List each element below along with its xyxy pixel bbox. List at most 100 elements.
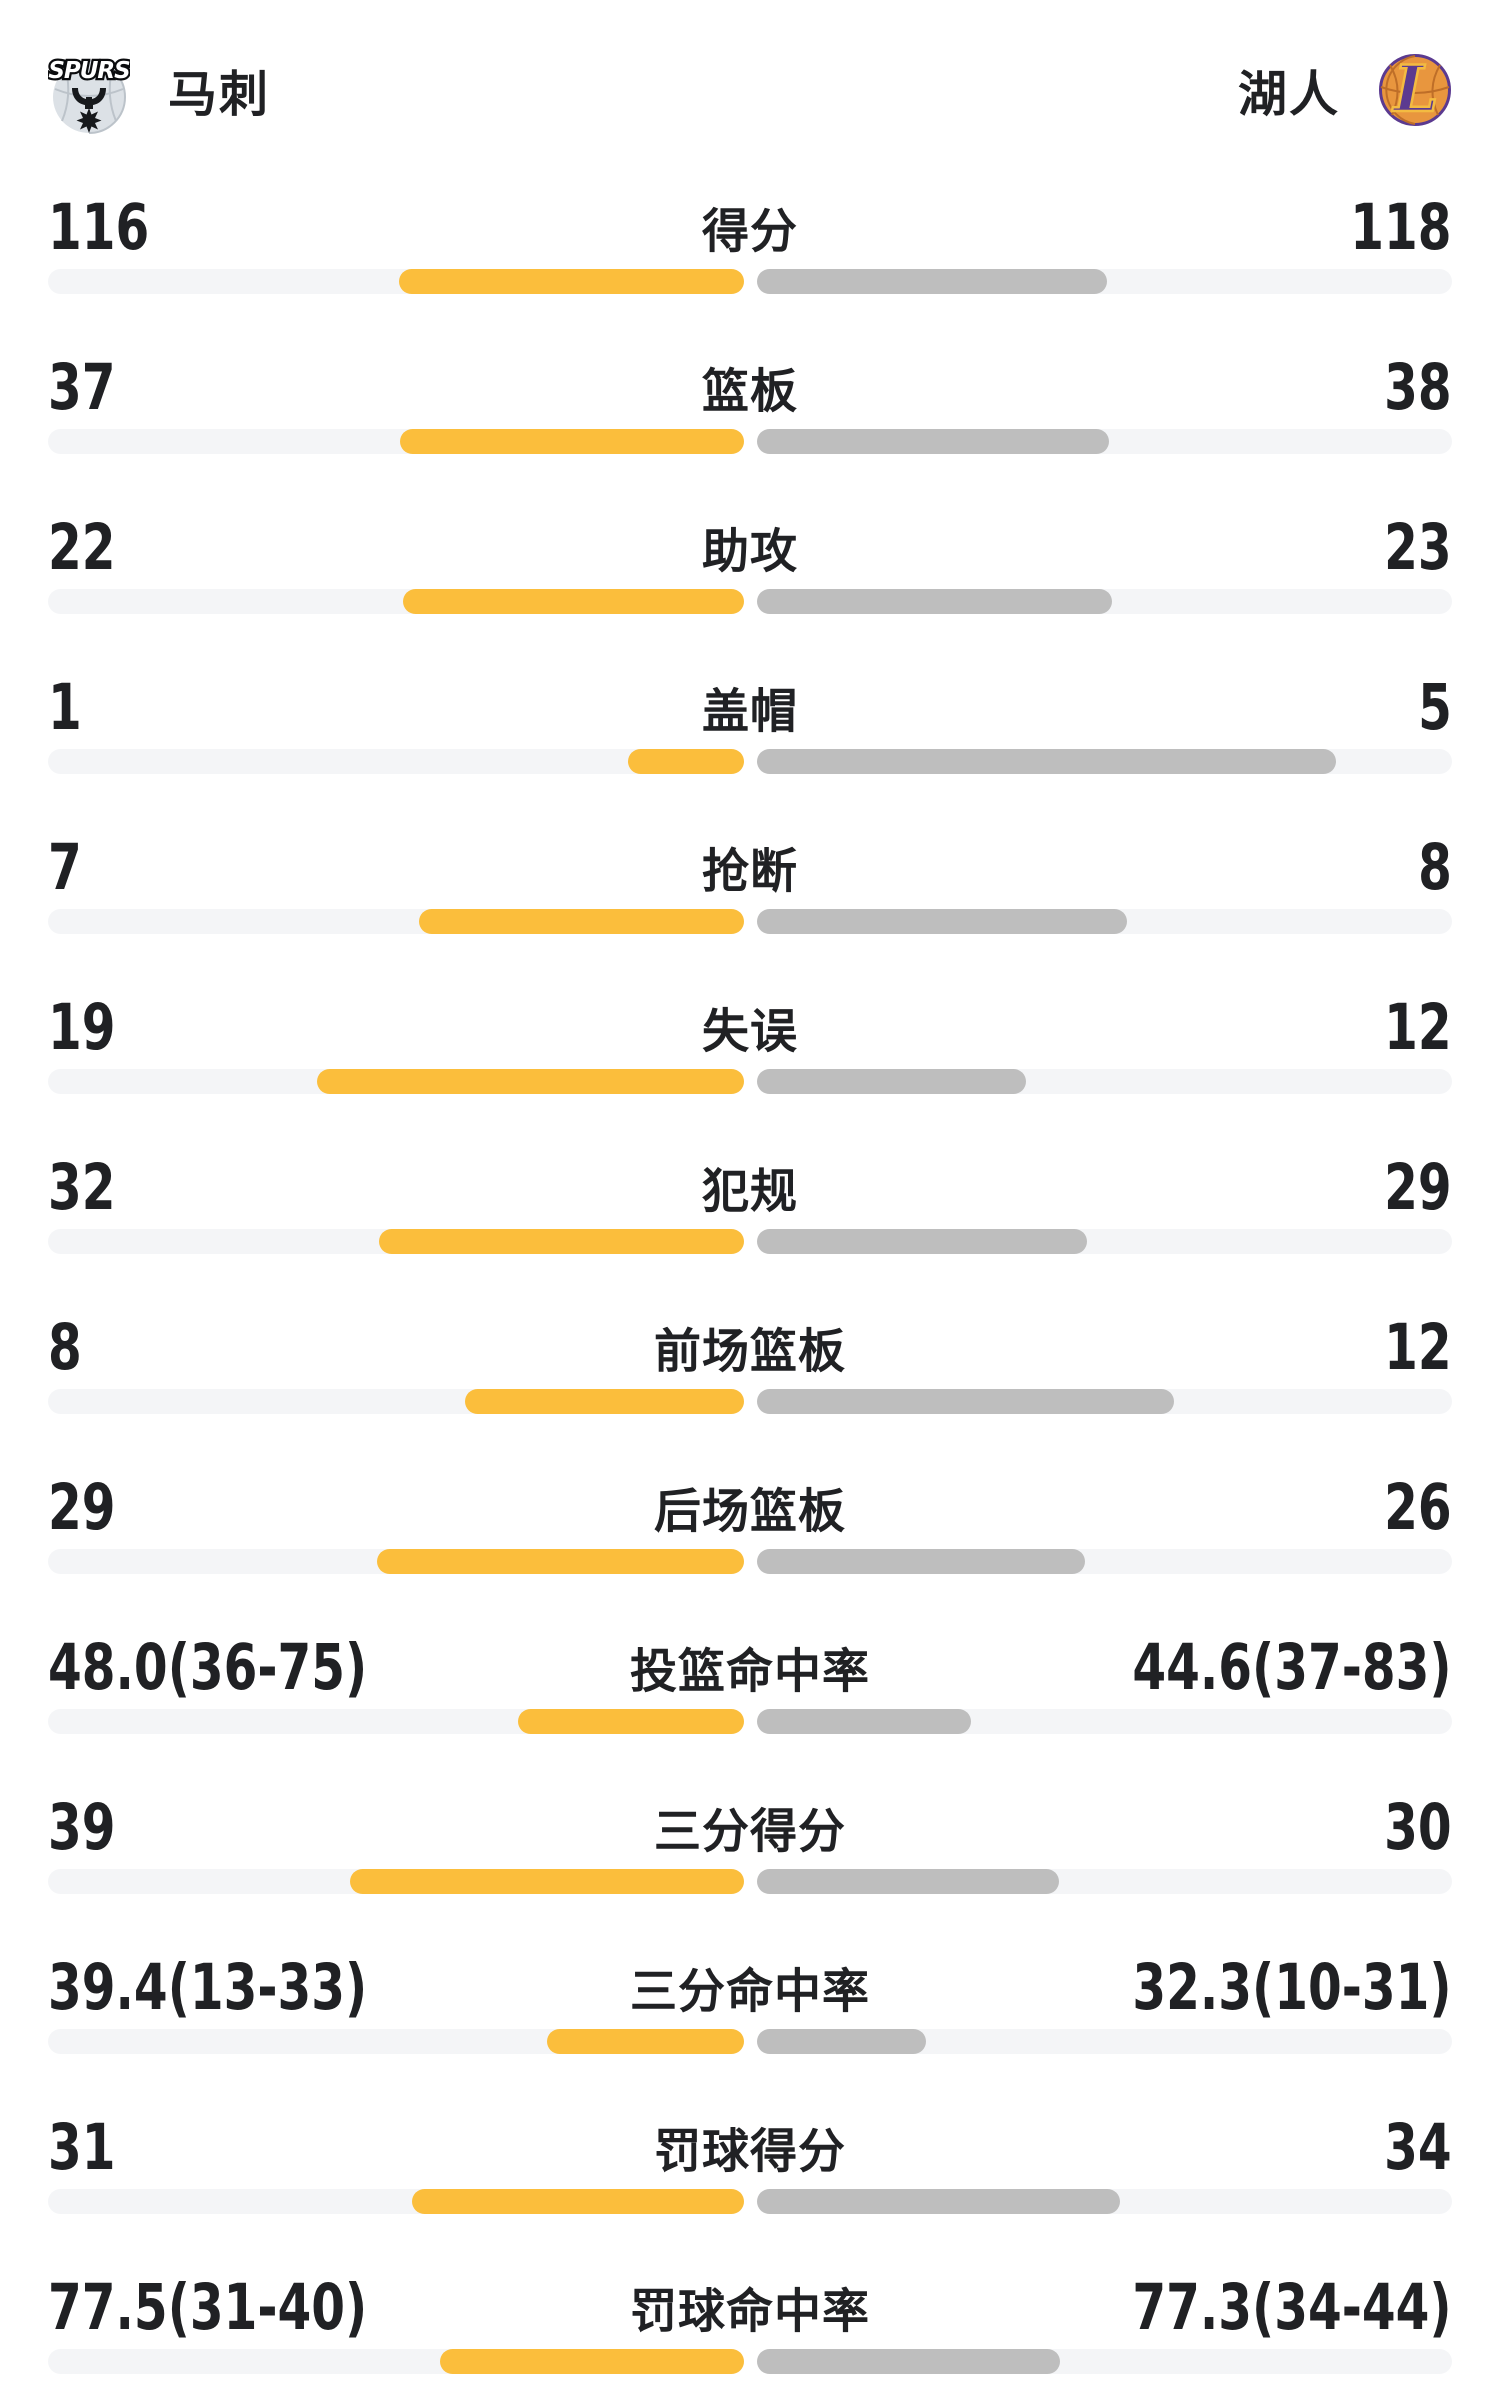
stat-label: 失误 <box>702 1004 798 1060</box>
left-bar-track <box>48 429 744 454</box>
stat-bars <box>48 1229 1452 1254</box>
stat-label: 犯规 <box>702 1164 798 1220</box>
team-left-name: 马刺 <box>168 65 271 123</box>
stat-label: 前场篮板 <box>654 1324 846 1380</box>
right-bar-track <box>756 909 1452 934</box>
stats-list: 116 得分 118 37 篮板 38 <box>0 180 1500 2400</box>
right-bar-fill <box>756 1549 1086 1574</box>
stat-right-value: 29 <box>1384 1150 1452 1224</box>
stat-right-value: 32.3(10-31) <box>1132 1950 1452 2024</box>
right-bar-fill <box>756 589 1112 614</box>
stat-row: 39 三分得分 30 <box>0 1780 1500 1940</box>
right-bar-track <box>756 269 1452 294</box>
stat-row: 48.0(36-75) 投篮命中率 44.6(37-83) <box>0 1620 1500 1780</box>
stat-row: 19 失误 12 <box>0 980 1500 1140</box>
left-bar-track <box>48 2189 744 2214</box>
stat-row: 1 盖帽 5 <box>0 660 1500 820</box>
left-bar-fill <box>546 2029 744 2054</box>
stat-left-value: 39.4(13-33) <box>48 1950 368 2024</box>
right-bar-track <box>756 1229 1452 1254</box>
team-right-name: 湖人 <box>1237 65 1340 123</box>
stat-bars <box>48 2029 1452 2054</box>
stat-right-value: 12 <box>1384 990 1452 1064</box>
team-right[interactable]: 湖人 L <box>1238 53 1452 127</box>
right-bar-track <box>756 1549 1452 1574</box>
stat-bars <box>48 429 1452 454</box>
right-bar-fill <box>756 1069 1026 1094</box>
stat-row: 39.4(13-33) 三分命中率 32.3(10-31) <box>0 1940 1500 2100</box>
left-bar-fill <box>411 2189 744 2214</box>
stat-label: 投篮命中率 <box>630 1644 870 1700</box>
stat-row: 29 后场篮板 26 <box>0 1460 1500 1620</box>
left-bar-track <box>48 589 744 614</box>
stat-label: 后场篮板 <box>654 1484 846 1540</box>
stat-left-value: 1 <box>48 670 82 744</box>
right-bar-track <box>756 1709 1452 1734</box>
svg-text:SPURS: SPURS <box>48 58 130 84</box>
left-bar-fill <box>378 1229 744 1254</box>
left-bar-track <box>48 1709 744 1734</box>
left-bar-fill <box>398 269 744 294</box>
stat-label: 得分 <box>702 204 798 260</box>
stat-left-value: 8 <box>48 1310 82 1384</box>
stat-left-value: 32 <box>48 1150 116 1224</box>
stat-bars <box>48 1549 1452 1574</box>
right-bar-fill <box>756 1389 1174 1414</box>
left-bar-track <box>48 1549 744 1574</box>
right-bar-fill <box>756 1229 1088 1254</box>
right-bar-track <box>756 589 1452 614</box>
stat-label: 篮板 <box>702 364 798 420</box>
right-bar-fill <box>756 909 1128 934</box>
stat-bars <box>48 749 1452 774</box>
stat-bars <box>48 2189 1452 2214</box>
stat-left-value: 22 <box>48 510 116 584</box>
stat-row: 77.5(31-40) 罚球命中率 77.3(34-44) <box>0 2260 1500 2400</box>
left-bar-fill <box>439 2349 744 2374</box>
right-bar-track <box>756 749 1452 774</box>
left-bar-fill <box>376 1549 744 1574</box>
right-bar-track <box>756 1389 1452 1414</box>
team-left[interactable]: SPURS 马刺 <box>48 44 270 136</box>
header: SPURS 马刺 湖人 L <box>0 0 1500 180</box>
left-bar-fill <box>403 589 744 614</box>
left-bar-track <box>48 2029 744 2054</box>
left-bar-fill <box>350 1869 744 1894</box>
stat-right-value: 118 <box>1350 190 1452 264</box>
left-bar-fill <box>400 429 744 454</box>
stat-label: 盖帽 <box>702 684 798 740</box>
lakers-logo-icon: L <box>1379 53 1451 127</box>
svg-text:L: L <box>1392 53 1439 127</box>
right-bar-fill <box>756 1869 1059 1894</box>
left-bar-fill <box>465 1389 744 1414</box>
right-bar-fill <box>756 269 1108 294</box>
left-bar-track <box>48 269 744 294</box>
stat-right-value: 26 <box>1384 1470 1452 1544</box>
right-bar-fill <box>756 749 1337 774</box>
stat-row: 8 前场篮板 12 <box>0 1300 1500 1460</box>
right-bar-track <box>756 1869 1452 1894</box>
stat-bars <box>48 1389 1452 1414</box>
right-bar-fill <box>756 2349 1060 2374</box>
stat-bars <box>48 1069 1452 1094</box>
left-bar-track <box>48 749 744 774</box>
right-bar-track <box>756 429 1452 454</box>
right-bar-track <box>756 1069 1452 1094</box>
right-bar-fill <box>756 1709 972 1734</box>
stat-bars <box>48 1709 1452 1734</box>
right-bar-track <box>756 2189 1452 2214</box>
right-bar-fill <box>756 2189 1121 2214</box>
right-bar-track <box>756 2349 1452 2374</box>
stat-row: 32 犯规 29 <box>0 1140 1500 1300</box>
stat-label: 三分命中率 <box>630 1964 870 2020</box>
stat-bars <box>48 909 1452 934</box>
stat-left-value: 39 <box>48 1790 116 1864</box>
stat-row: 31 罚球得分 34 <box>0 2100 1500 2260</box>
stat-right-value: 44.6(37-83) <box>1132 1630 1452 1704</box>
stat-right-value: 38 <box>1384 350 1452 424</box>
left-bar-fill <box>517 1709 744 1734</box>
left-bar-track <box>48 1229 744 1254</box>
stat-left-value: 31 <box>48 2110 116 2184</box>
stat-right-value: 23 <box>1384 510 1452 584</box>
stat-left-value: 116 <box>48 190 150 264</box>
stat-row: 7 抢断 8 <box>0 820 1500 980</box>
